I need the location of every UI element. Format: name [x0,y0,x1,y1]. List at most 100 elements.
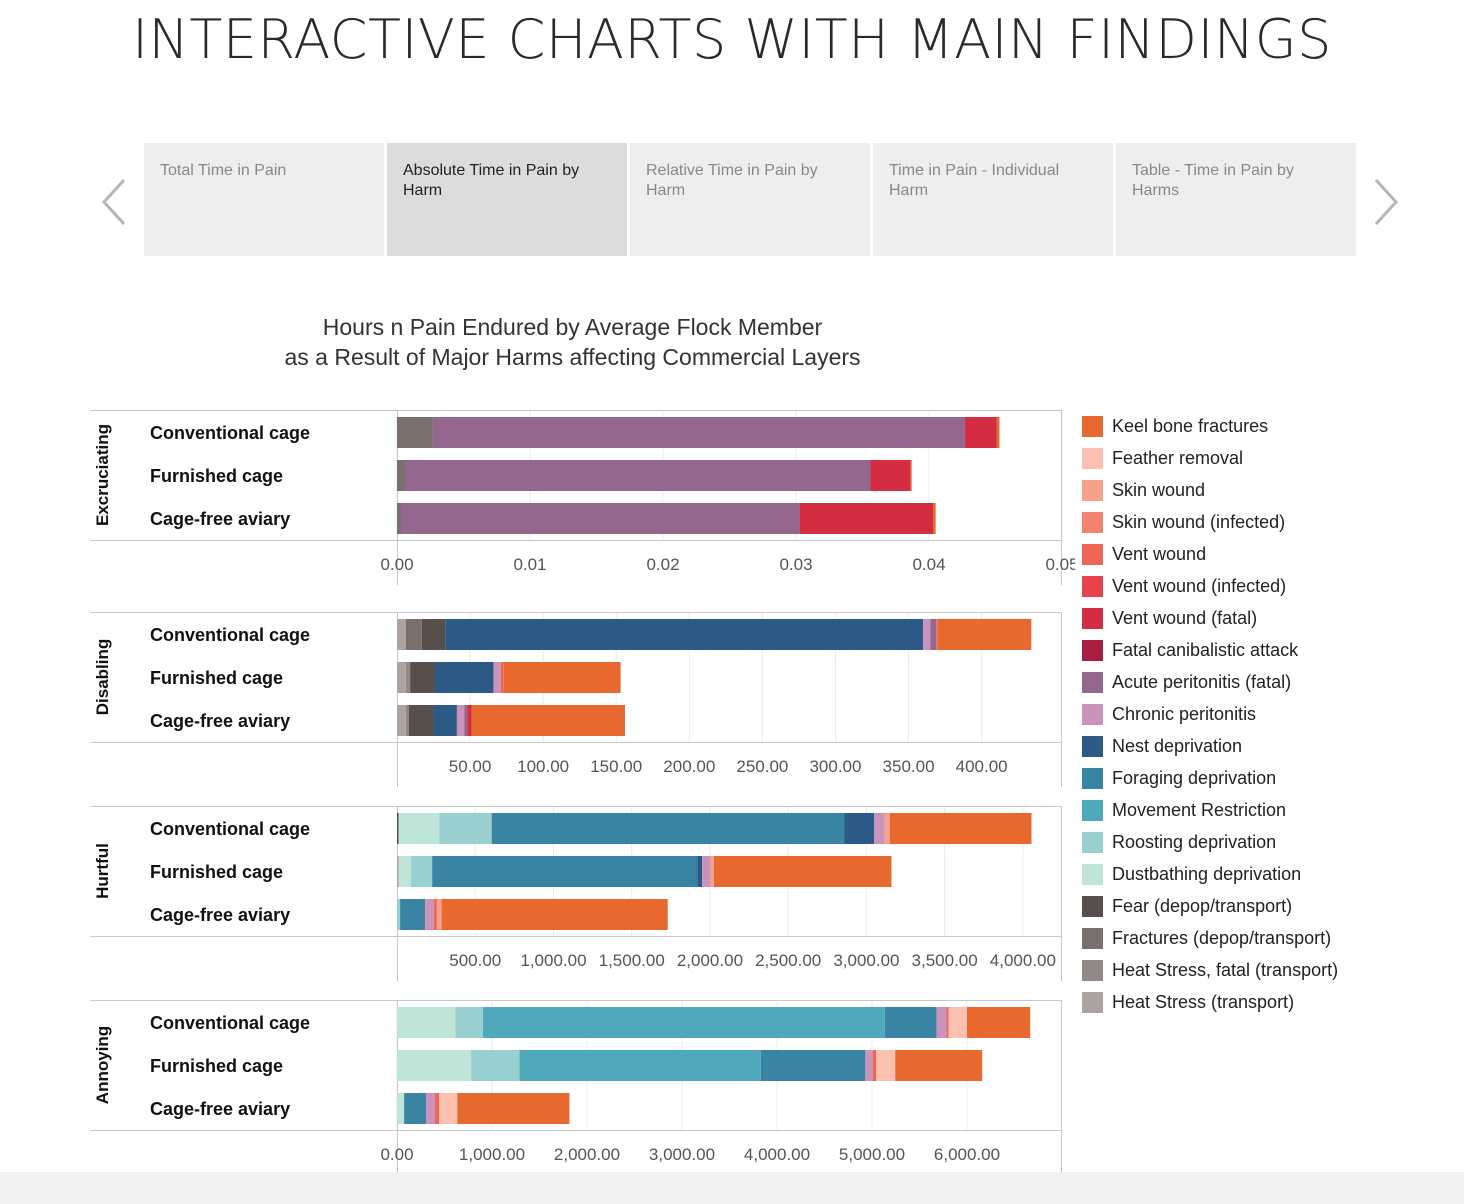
chart-title-line-1: Hours n Pain Endured by Average Flock Me… [322,314,823,340]
legend-item-acute-peritonitis-fatal[interactable]: Acute peritonitis (fatal) [1082,670,1462,693]
legend-label: Heat Stress (transport) [1112,992,1295,1012]
legend-swatch [1082,608,1103,629]
x-tick-label: 350.00 [883,757,935,776]
legend-item-vent-wound-fatal[interactable]: Vent wound (fatal) [1082,606,1462,629]
bar-segment-fear-depop-transport [408,705,434,736]
bar-segment-chronic-peritonitis [865,1050,873,1081]
panel-label: Disabling [93,639,112,716]
x-tick-label: 3,000.00 [833,951,899,970]
bar-segment-nest-deprivation [435,662,494,693]
category-label: Conventional cage [150,423,310,443]
bar-segment-nest-deprivation [445,619,924,650]
x-tick-label: 4,000.00 [990,951,1056,970]
legend-label: Chronic peritonitis [1112,704,1257,724]
x-tick-label: 0.01 [513,555,546,574]
bar-segment-chronic-peritonitis [702,856,711,887]
legend-label: Vent wound (fatal) [1112,608,1258,628]
tab-label: Total Time in Pain [160,162,287,179]
legend-swatch [1082,864,1103,885]
bar-segment-vent-wound-fatal [799,503,933,534]
tab-total-time-in-pain[interactable]: Total Time in Pain [144,143,384,256]
tab-table-time-in-pain-by-harms[interactable]: Table - Time in Pain by Harms [1116,143,1356,256]
legend-item-skin-wound[interactable]: Skin wound [1082,478,1462,501]
legend-item-foraging-deprivation[interactable]: Foraging deprivation [1082,766,1462,789]
bar-segment-fractures-depop-transport [397,503,401,534]
panel-label: Excruciating [93,424,112,526]
legend-item-keel-bone-fractures[interactable]: Keel bone fractures [1082,414,1462,437]
chart-title: Hours n Pain Endured by Average Flock Me… [240,312,905,372]
bar-segment-vent-wound-fatal [467,705,472,736]
legend-item-vent-wound[interactable]: Vent wound [1082,542,1462,565]
bar-segment-feather-removal [439,1093,458,1124]
bar-segment-roosting-deprivation [411,856,433,887]
bar-segment-vent-wound [433,899,437,930]
legend-swatch [1082,928,1103,949]
page-title: INTERACTIVE CHARTS WITH MAIN FINDINGS [132,8,1332,71]
tab-relative-time-in-pain-by-harm[interactable]: Relative Time in Pain by Harm [630,143,870,256]
bar-segment-keel-bone-fractures [910,460,912,491]
legend-item-chronic-peritonitis[interactable]: Chronic peritonitis [1082,702,1462,725]
tab-time-in-pain-individual-harm[interactable]: Time in Pain - Individual Harm [873,143,1113,256]
legend-item-heat-stress-transport[interactable]: Heat Stress (transport) [1082,990,1462,1013]
bar-segment-dustbathing-deprivation [397,1007,456,1038]
legend-item-vent-wound-infected[interactable]: Vent wound (infected) [1082,574,1462,597]
legend-label: Heat Stress, fatal (transport) [1112,960,1339,980]
legend-label: Fractures (depop/transport) [1112,928,1332,948]
category-label: Conventional cage [150,625,310,645]
panel-disabling: Disabling Conventional cage Furnished cage… [90,612,1062,787]
legend-label: Foraging deprivation [1112,768,1277,788]
bar-segment-keel-bone-fractures [932,503,936,534]
bar-segment-nest-deprivation [844,813,875,844]
x-tick-label: 0.05 [1045,555,1075,574]
x-tick-label: 3,500.00 [912,951,978,970]
legend-item-feather-removal[interactable]: Feather removal [1082,446,1462,469]
legend-item-skin-wound-infected[interactable]: Skin wound (infected) [1082,510,1462,533]
carousel-prev-button[interactable] [96,172,136,232]
legend-item-fear-depop-transport[interactable]: Fear (depop/transport) [1082,894,1462,917]
bar-segment-vent-wound [500,662,504,693]
legend-swatch [1082,576,1103,597]
bar-segment-dustbathing-deprivation [398,856,412,887]
legend-label: Feather removal [1112,448,1244,468]
tab-absolute-time-in-pain-by-harm[interactable]: Absolute Time in Pain by Harm [387,143,627,256]
carousel-next-button[interactable] [1366,172,1406,232]
bar-segment-feather-removal [948,1007,967,1038]
bar-segment-skin-wound [710,856,714,887]
bar-segment-vent-wound [435,1093,440,1124]
x-tick-label: 2,500.00 [755,951,821,970]
legend-label: Movement Restriction [1112,800,1287,820]
bar-segment-movement-restriction [519,1050,761,1081]
legend-swatch [1082,544,1103,565]
x-tick-label: 50.00 [449,757,492,776]
legend-swatch [1082,896,1103,917]
bar-segment-roosting-deprivation [439,813,492,844]
legend-item-movement-restriction[interactable]: Movement Restriction [1082,798,1462,821]
bar-segment-fractures-depop-transport [397,460,405,491]
x-tick-label: 0.04 [912,555,945,574]
bar-segment-dustbathing-deprivation [397,1093,405,1124]
bar-segment-fractures-depop-transport [405,619,422,650]
category-label: Cage-free aviary [150,1099,290,1119]
legend-item-nest-deprivation[interactable]: Nest deprivation [1082,734,1462,757]
bar-segment-chronic-peritonitis [493,662,501,693]
bar-segment-fear-depop-transport [397,813,399,844]
panel-label: Annoying [93,1026,112,1104]
legend-swatch [1082,448,1103,469]
legend-item-fractures-depop-transport[interactable]: Fractures (depop/transport) [1082,926,1462,949]
bar-segment-nest-deprivation [433,705,457,736]
bar-segment-heat-stress-fatal-transport [405,662,411,693]
legend-item-dustbathing-deprivation[interactable]: Dustbathing deprivation [1082,862,1462,885]
legend-swatch [1082,672,1103,693]
legend-swatch [1082,416,1103,437]
bar-segment-acute-peritonitis-fatal [400,503,800,534]
legend-item-heat-stress-fatal-transport[interactable]: Heat Stress, fatal (transport) [1082,958,1462,981]
x-tick-label: 200.00 [663,757,715,776]
legend-item-roosting-deprivation[interactable]: Roosting deprivation [1082,830,1462,853]
legend-item-fatal-canibalistic-attack[interactable]: Fatal canibalistic attack [1082,638,1462,661]
bar-segment-chronic-peritonitis [923,619,931,650]
legend-swatch [1082,512,1103,533]
legend-label: Keel bone fractures [1112,416,1269,436]
bar-segment-heat-stress-transport [397,619,406,650]
bar-segment-heat-stress-transport [397,856,399,887]
x-tick-label: 0.00 [380,1145,413,1164]
